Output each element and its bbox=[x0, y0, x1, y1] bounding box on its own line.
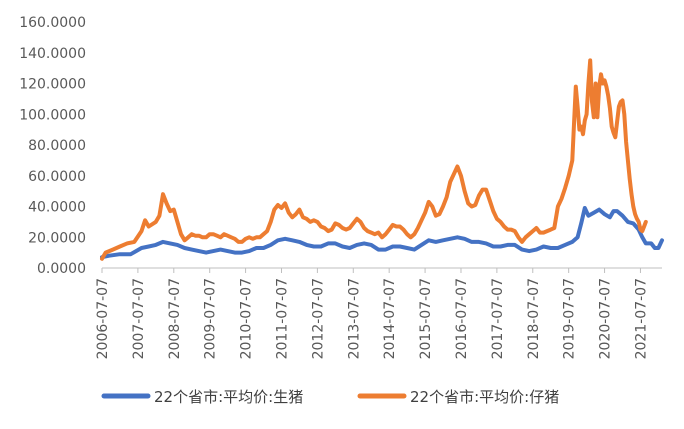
x-tick-label: 2012-07-07 bbox=[310, 278, 326, 359]
y-tick-label: 20.0000 bbox=[28, 230, 86, 246]
x-axis-tick-labels: 2006-07-07 2007-07-07 2008-07-07 2009-07-07… bbox=[95, 278, 649, 359]
y-tick-label: 160.0000 bbox=[19, 15, 86, 31]
x-tick-label: 2014-07-07 bbox=[382, 278, 398, 359]
y-tick-label: 60.0000 bbox=[28, 169, 86, 185]
y-tick-label: 80.0000 bbox=[28, 138, 86, 154]
x-tick-label: 2015-07-07 bbox=[418, 278, 434, 359]
series-lines bbox=[102, 60, 662, 258]
x-tick-label: 2017-07-07 bbox=[490, 278, 506, 359]
y-tick-label: 0.0000 bbox=[37, 261, 86, 277]
y-tick-label: 100.0000 bbox=[19, 107, 86, 123]
x-tick-label: 2006-07-07 bbox=[95, 278, 111, 359]
y-tick-label: 40.0000 bbox=[28, 200, 86, 216]
x-tick-label: 2019-07-07 bbox=[562, 278, 578, 359]
y-tick-label: 140.0000 bbox=[19, 46, 86, 62]
x-tick-label: 2011-07-07 bbox=[274, 278, 290, 359]
legend-label-series-0: 22个省市:平均价:生猪 bbox=[154, 388, 303, 406]
x-tick-label: 2021-07-07 bbox=[633, 278, 649, 359]
x-tick-label: 2016-07-07 bbox=[454, 278, 470, 359]
x-tick-label: 2020-07-07 bbox=[598, 278, 614, 359]
y-axis-tick-labels: 0.0000 20.0000 40.0000 60.0000 80.0000 100.00… bbox=[19, 15, 86, 277]
x-tick-label: 2008-07-07 bbox=[167, 278, 183, 359]
x-tick-label: 2018-07-07 bbox=[526, 278, 542, 359]
x-tick-label: 2010-07-07 bbox=[239, 278, 255, 359]
legend-label-series-1: 22个省市:平均价:仔猪 bbox=[410, 388, 559, 406]
y-tick-label: 120.0000 bbox=[19, 77, 86, 93]
x-tick-label: 2013-07-07 bbox=[346, 278, 362, 359]
x-tick-label: 2009-07-07 bbox=[203, 278, 219, 359]
x-axis-ticks bbox=[102, 268, 640, 273]
series-line-1 bbox=[102, 60, 646, 258]
series-line-0 bbox=[102, 208, 662, 257]
legend: 22个省市:平均价:生猪 22个省市:平均价:仔猪 bbox=[104, 388, 559, 406]
x-tick-label: 2007-07-07 bbox=[131, 278, 147, 359]
